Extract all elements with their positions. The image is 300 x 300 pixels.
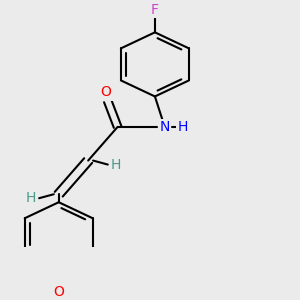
Text: O: O: [100, 85, 111, 99]
Text: H: H: [177, 120, 188, 134]
Text: O: O: [53, 285, 64, 299]
Text: F: F: [151, 3, 159, 17]
Text: H: H: [26, 191, 36, 205]
Text: H: H: [110, 158, 121, 172]
Text: N: N: [160, 120, 170, 134]
